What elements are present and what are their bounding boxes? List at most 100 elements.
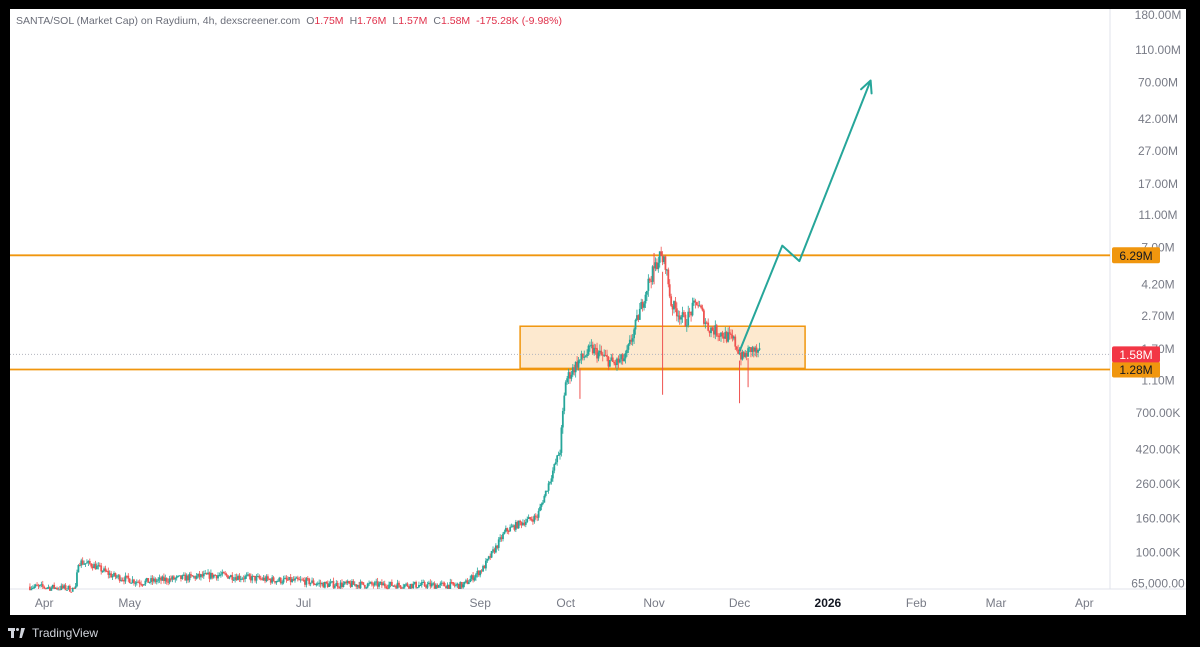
candle-body: [315, 584, 318, 586]
candle-body: [691, 302, 694, 316]
candle-body: [630, 339, 633, 342]
candle-body: [506, 528, 509, 531]
candle-body: [254, 575, 256, 581]
candle-body: [361, 581, 363, 583]
time-axis[interactable]: Apr May Jul Sep Oct Nov Dec 2026 Feb Mar Apr: [35, 596, 1094, 610]
candle-body: [141, 584, 144, 586]
candle-body: [269, 579, 272, 583]
candle-body: [39, 584, 41, 586]
candle-body: [162, 576, 165, 582]
candle-body: [358, 585, 360, 589]
candle-body: [306, 578, 309, 580]
candle-body: [432, 583, 435, 585]
time-tick-label: Apr: [35, 596, 54, 610]
candle-body: [543, 495, 546, 503]
candle-body: [47, 587, 50, 589]
candle-body: [123, 580, 125, 582]
candle-body: [175, 576, 178, 579]
candle-body: [446, 584, 449, 589]
candle-body: [329, 582, 332, 584]
candle-body: [732, 336, 735, 339]
candle-body: [586, 354, 588, 357]
candle-body: [433, 583, 436, 589]
projection-path[interactable]: [738, 80, 872, 352]
candle-body: [604, 355, 607, 357]
candle-body: [475, 574, 477, 578]
tradingview-branding[interactable]: TradingView: [8, 625, 98, 641]
candle-body: [610, 357, 613, 361]
close-label: C: [433, 15, 441, 27]
price-axis[interactable]: 180.00M 110.00M 70.00M 42.00M 27.00M 17.00M 11…: [1131, 9, 1185, 590]
candle-body: [180, 575, 182, 579]
candle-body: [598, 350, 601, 353]
candle-body: [165, 578, 168, 582]
candle-body: [225, 573, 228, 576]
candle-body: [557, 454, 560, 456]
candle-body: [597, 352, 600, 359]
candle-body: [634, 319, 637, 330]
candle-body: [751, 347, 754, 353]
candle-body: [694, 300, 697, 303]
candle-body: [94, 564, 97, 570]
candle-body: [514, 522, 517, 530]
projection-arrow[interactable]: [738, 79, 873, 352]
candle-body: [559, 452, 561, 455]
candle-body: [111, 575, 114, 578]
candle-body: [741, 351, 744, 360]
candle-body: [388, 584, 390, 589]
candle-body: [284, 577, 286, 579]
candle-body: [37, 585, 40, 587]
time-tick-label: May: [118, 596, 141, 610]
candle-body: [251, 575, 254, 581]
candle-body: [133, 579, 135, 584]
candle-body: [88, 560, 91, 564]
market-cap-chart[interactable]: 180.00M 110.00M 70.00M 42.00M 27.00M 17.00M 11…: [10, 9, 1186, 615]
candle-body: [483, 565, 486, 569]
candle-body: [678, 315, 681, 320]
candle-body: [101, 571, 104, 573]
candle-body: [617, 358, 620, 363]
candle-body: [362, 582, 365, 585]
price-tick-label: 11.00M: [1138, 208, 1177, 222]
candle-body: [265, 576, 268, 582]
candle-body: [643, 303, 645, 308]
candle-body: [130, 582, 133, 584]
price-tick-label: 180.00M: [1135, 9, 1182, 22]
candle-body: [125, 575, 128, 577]
candle-body: [516, 522, 519, 529]
candle-body: [289, 577, 292, 583]
candle-body: [58, 589, 61, 591]
candle-body: [703, 310, 705, 324]
candle-body: [519, 520, 522, 523]
candle-body: [655, 262, 658, 269]
candle-body: [620, 354, 623, 360]
candle-body: [302, 579, 305, 581]
candle-body: [522, 522, 524, 526]
candle-body: [215, 575, 218, 579]
candle-body: [57, 589, 60, 591]
candle-body: [110, 573, 113, 578]
candle-body: [201, 574, 204, 577]
candle-body: [469, 578, 472, 583]
candle-body: [343, 581, 346, 584]
candle-body: [466, 580, 469, 584]
candle-body: [399, 585, 402, 588]
level-lines[interactable]: [10, 254, 1110, 371]
chart-frame: 180.00M 110.00M 70.00M 42.00M 27.00M 17.00M 11…: [10, 9, 1186, 615]
candle-body: [425, 586, 427, 588]
candle-body: [131, 579, 134, 583]
candle-body: [56, 587, 58, 590]
candle-body: [704, 322, 707, 324]
candle-body: [323, 581, 326, 588]
candle-body: [429, 582, 432, 587]
candle-body: [405, 583, 408, 585]
candle-body: [311, 580, 313, 583]
candle-body: [144, 580, 147, 585]
candle-body: [291, 579, 294, 583]
candle-body: [134, 582, 137, 584]
candle-body: [556, 455, 559, 463]
candle-body: [473, 577, 476, 581]
candle-body: [298, 579, 301, 581]
candle-body: [383, 583, 386, 587]
candle-body: [569, 372, 571, 379]
